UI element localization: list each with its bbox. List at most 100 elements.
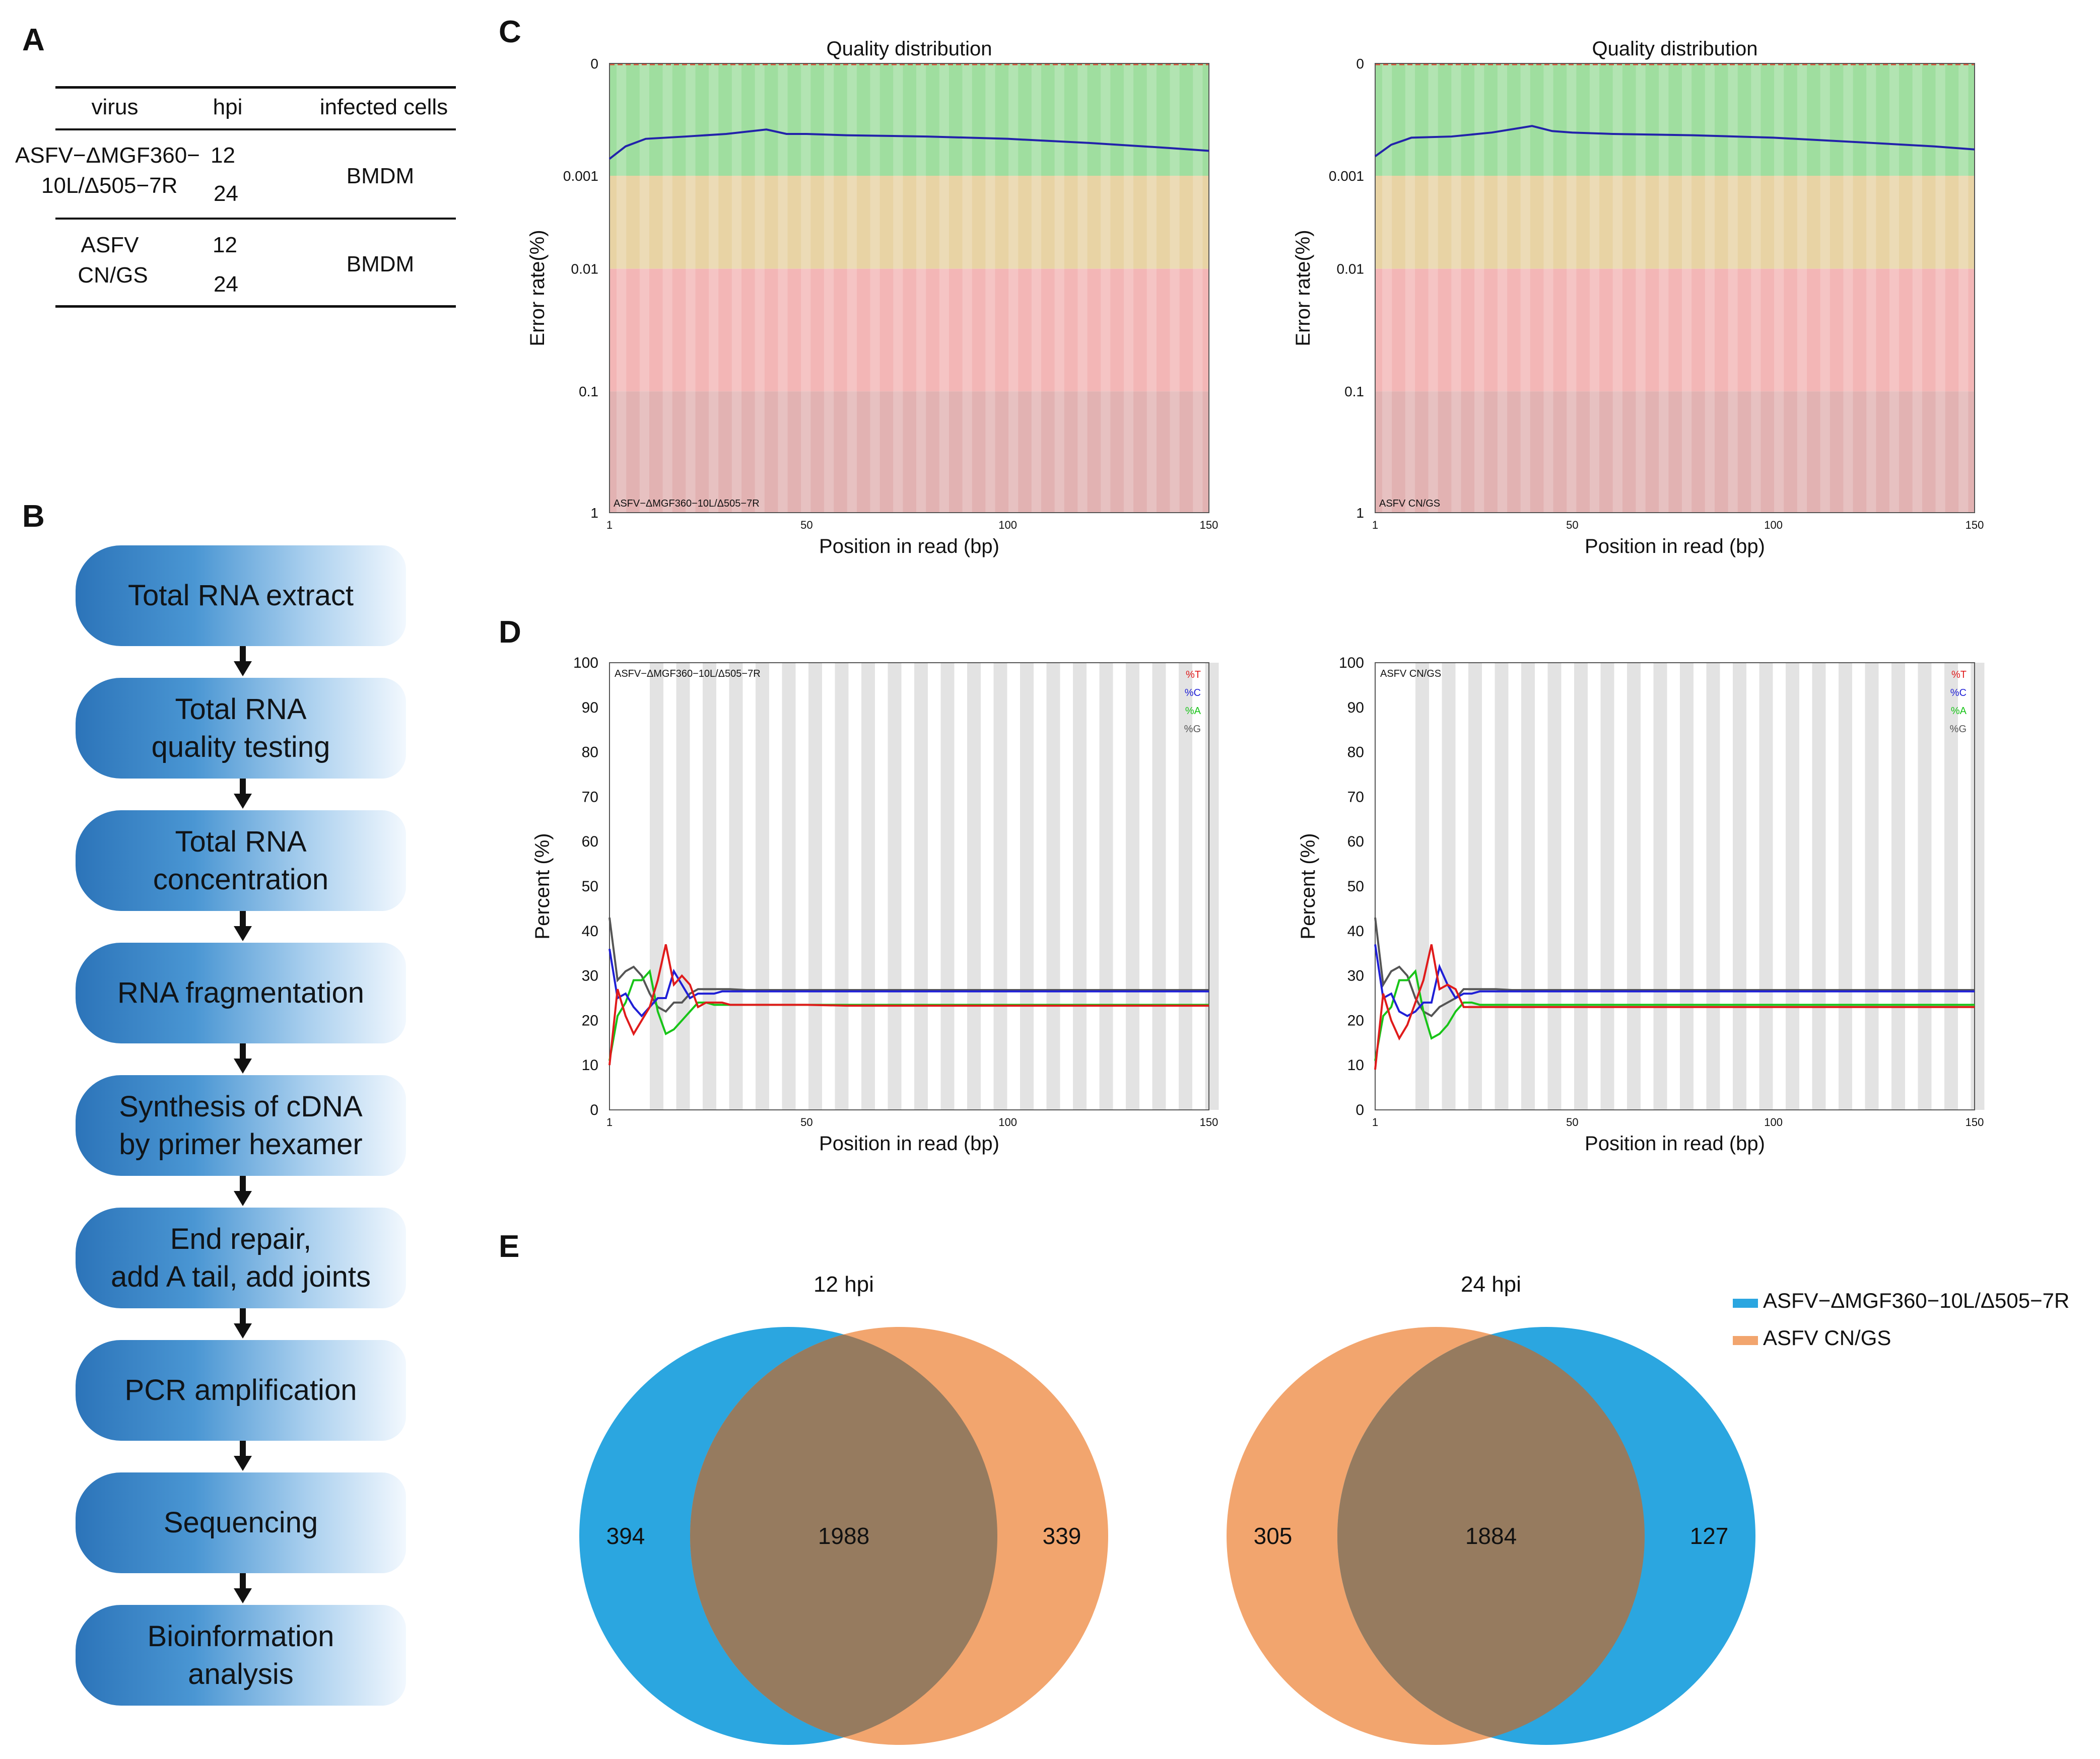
position-stripe [1706,663,1720,1110]
position-stripe [939,63,949,513]
position-stripe [729,663,743,1110]
x-tick-label: 100 [1764,1116,1783,1129]
down-arrow-icon [234,1441,252,1471]
position-stripe [916,63,926,513]
workflow-step: PCR amplification [76,1340,406,1441]
position-stripe [1543,63,1553,513]
legend-entry: %G [1184,724,1201,735]
x-axis-label: Position in read (bp) [1585,1133,1765,1155]
position-stripe [1468,663,1482,1110]
error-rate-band [1375,176,1975,269]
position-stripe [1031,63,1042,513]
series-line [1374,969,1975,1061]
position-stripe [1751,63,1761,513]
position-stripe [1179,663,1192,1110]
venn-count-second-only: 339 [1043,1523,1081,1549]
y-tick-label: 20 [582,1012,598,1029]
plot-frame [609,662,1209,1110]
position-stripe [801,63,811,513]
y-tick-label: 100 [1339,655,1364,671]
position-stripe [1786,663,1799,1110]
workflow-step: Total RNA concentration [76,810,406,911]
table-header-cells: infected cells [319,95,448,119]
position-stripe [662,63,672,513]
workflow-step: RNA fragmentation [76,943,406,1043]
table-row1-virus-line1: ASFV−ΔMGF360− [15,143,200,168]
position-stripe [1205,663,1219,1110]
position-stripe [1521,663,1535,1110]
position-stripe [1123,63,1134,513]
y-tick-label: 20 [1347,1012,1364,1029]
position-stripe [1020,663,1034,1110]
x-tick-label: 150 [1200,1116,1218,1129]
position-stripe [1843,63,1853,513]
position-stripe [893,63,903,513]
error-rate-band [1375,63,1975,176]
table-row2-hpi-12: 12 [213,233,237,257]
position-stripe [1152,663,1166,1110]
y-axis-label: Error rate(%) [1292,230,1314,346]
table-row1-virus-line2: 10L/Δ505−7R [41,173,178,198]
y-tick-label: 30 [582,968,598,984]
position-stripe [676,663,690,1110]
position-stripe [1146,63,1157,513]
y-tick-label: 1 [1356,505,1364,521]
error-rate-line [608,128,1209,160]
venn-title: 24 hpi [1461,1272,1521,1297]
position-stripe [1474,63,1484,513]
y-tick-label: 0.01 [571,261,599,277]
position-stripe [847,63,857,513]
position-stripe [824,63,834,513]
table-header-virus: virus [91,95,139,119]
position-stripe [1958,63,1969,513]
venn-count-overlap: 1988 [818,1523,869,1549]
x-tick-label: 150 [1966,1116,1984,1129]
down-arrow-icon [234,1043,252,1074]
down-arrow-icon [234,1176,252,1206]
venn-count-second-only: 127 [1690,1523,1729,1549]
position-stripe [1497,63,1508,513]
position-stripe [1054,63,1064,513]
chart-title: Quality distribution [1592,38,1757,60]
table-row2-cells: BMDM [346,252,415,276]
table-middle-rule [55,218,456,220]
y-tick-label: 30 [1347,968,1364,984]
position-stripe [1600,663,1614,1110]
position-stripe [870,63,880,513]
position-stripe [1612,63,1622,513]
x-tick-label: 100 [998,519,1017,531]
y-tick-label: 0 [1356,1102,1364,1118]
sample-label: ASFV CN/GS [1379,498,1440,509]
x-tick-label: 50 [800,519,812,531]
x-tick-label: 1 [606,1116,613,1129]
position-stripe [1574,663,1588,1110]
position-stripe [1627,663,1641,1110]
y-tick-label: 0.1 [579,384,598,399]
x-tick-label: 100 [1764,519,1783,531]
venn-count-first-only: 394 [606,1523,645,1549]
error-rate-band [1375,391,1975,513]
plot-frame [1375,662,1975,1110]
y-tick-label: 40 [1347,923,1364,940]
table-row2-virus-line1: ASFV [81,233,139,257]
position-stripe [1705,63,1715,513]
x-tick-label: 1 [606,519,613,531]
position-stripe [686,63,696,513]
y-tick-label: 80 [1347,744,1364,761]
workflow-step: Bioinformation analysis [76,1605,406,1706]
legend-label: ASFV−ΔMGF360−10L/Δ505−7R [1763,1289,2069,1312]
position-stripe [1866,63,1876,513]
workflow-step: End repair, add A tail, add joints [76,1208,406,1308]
venn-overlap [1337,1327,1645,1745]
position-stripe [1774,63,1784,513]
y-tick-label: 60 [1347,833,1364,850]
panel-label-c: C [499,15,521,49]
y-tick-label: 0 [590,56,598,72]
position-stripe [1820,63,1830,513]
legend-entry: %G [1950,724,1967,735]
error-rate-band [609,268,1209,392]
down-arrow-icon [234,1308,252,1339]
position-stripe [1636,63,1646,513]
